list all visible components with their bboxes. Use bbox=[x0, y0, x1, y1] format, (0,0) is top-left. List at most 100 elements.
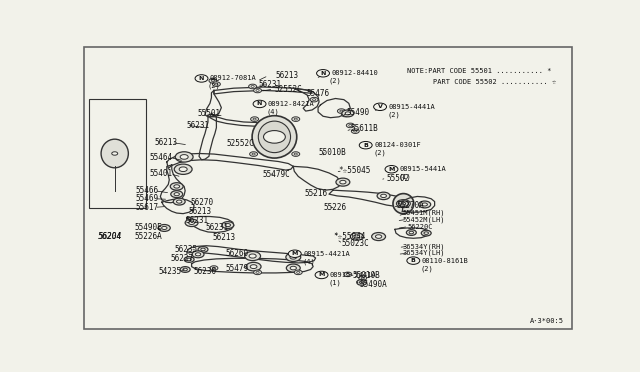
Circle shape bbox=[315, 271, 328, 279]
Text: 55023C: 55023C bbox=[342, 239, 370, 248]
Text: 56213: 56213 bbox=[213, 232, 236, 242]
Circle shape bbox=[251, 117, 259, 121]
Text: *☆55044: *☆55044 bbox=[333, 232, 365, 241]
Circle shape bbox=[340, 180, 346, 184]
Text: 55479: 55479 bbox=[226, 264, 249, 273]
Ellipse shape bbox=[259, 121, 291, 153]
Circle shape bbox=[361, 277, 364, 279]
Text: 55226: 55226 bbox=[323, 203, 346, 212]
Circle shape bbox=[372, 232, 385, 241]
Circle shape bbox=[342, 110, 354, 117]
Text: PART CODE 55502 ........... ☆: PART CODE 55502 ........... ☆ bbox=[416, 79, 557, 85]
Text: 56231: 56231 bbox=[186, 216, 209, 225]
Text: 55611B: 55611B bbox=[351, 124, 379, 133]
Circle shape bbox=[406, 230, 416, 235]
Text: 55216: 55216 bbox=[305, 189, 328, 198]
Polygon shape bbox=[161, 165, 185, 203]
Text: V: V bbox=[378, 104, 383, 109]
Circle shape bbox=[381, 194, 387, 198]
Circle shape bbox=[345, 112, 351, 115]
Text: 56235: 56235 bbox=[174, 245, 197, 254]
Text: (1): (1) bbox=[329, 279, 342, 286]
Circle shape bbox=[198, 247, 208, 252]
Text: NOTE:PART CODE 55501 ........... *: NOTE:PART CODE 55501 ........... * bbox=[408, 68, 552, 74]
Text: 55010B: 55010B bbox=[319, 148, 346, 157]
Circle shape bbox=[249, 254, 256, 258]
Text: (1): (1) bbox=[399, 174, 412, 180]
Bar bbox=[89, 99, 146, 208]
Text: 55451M(RH): 55451M(RH) bbox=[403, 210, 445, 216]
Polygon shape bbox=[187, 246, 316, 263]
Circle shape bbox=[359, 276, 367, 280]
Text: 56213: 56213 bbox=[154, 138, 177, 147]
Text: (4): (4) bbox=[302, 258, 315, 265]
Text: 55502: 55502 bbox=[386, 174, 409, 183]
Polygon shape bbox=[395, 228, 428, 238]
Text: 08915-5441A: 08915-5441A bbox=[400, 166, 447, 172]
Text: 55452M(LH): 55452M(LH) bbox=[403, 216, 445, 222]
Circle shape bbox=[256, 90, 259, 92]
Text: N: N bbox=[199, 76, 204, 81]
Text: 55464: 55464 bbox=[150, 153, 173, 162]
Text: 36534Y(LH): 36534Y(LH) bbox=[403, 250, 445, 256]
Text: 55476: 55476 bbox=[306, 89, 330, 98]
Circle shape bbox=[346, 273, 349, 275]
Ellipse shape bbox=[101, 139, 129, 168]
Circle shape bbox=[409, 231, 413, 234]
Circle shape bbox=[162, 227, 167, 230]
Circle shape bbox=[253, 88, 262, 93]
Circle shape bbox=[422, 203, 428, 206]
Circle shape bbox=[294, 153, 298, 155]
Circle shape bbox=[184, 257, 194, 262]
Text: 08124-0301F: 08124-0301F bbox=[374, 142, 421, 148]
Circle shape bbox=[286, 264, 300, 272]
Circle shape bbox=[401, 202, 406, 205]
Circle shape bbox=[419, 201, 431, 208]
Circle shape bbox=[187, 258, 191, 261]
Circle shape bbox=[341, 112, 349, 117]
Text: 56227: 56227 bbox=[171, 254, 194, 263]
Text: 08912-7081A: 08912-7081A bbox=[210, 76, 257, 81]
Circle shape bbox=[340, 110, 343, 112]
Text: N: N bbox=[321, 71, 326, 76]
Circle shape bbox=[310, 97, 318, 102]
Ellipse shape bbox=[112, 152, 118, 155]
Text: 56204: 56204 bbox=[97, 232, 122, 241]
Polygon shape bbox=[167, 154, 293, 170]
Circle shape bbox=[336, 178, 350, 186]
Text: 56230: 56230 bbox=[193, 267, 216, 276]
Polygon shape bbox=[205, 90, 221, 117]
Circle shape bbox=[337, 109, 346, 113]
Circle shape bbox=[253, 118, 256, 120]
Text: 55490A: 55490A bbox=[359, 280, 387, 289]
Circle shape bbox=[374, 103, 387, 110]
Polygon shape bbox=[162, 199, 194, 214]
Text: (2): (2) bbox=[208, 83, 221, 89]
Circle shape bbox=[212, 267, 216, 269]
Text: (4): (4) bbox=[266, 108, 279, 115]
Circle shape bbox=[253, 100, 266, 108]
Circle shape bbox=[399, 201, 408, 206]
Polygon shape bbox=[199, 117, 216, 160]
Circle shape bbox=[354, 235, 360, 238]
Circle shape bbox=[290, 255, 296, 259]
Ellipse shape bbox=[393, 193, 414, 214]
Circle shape bbox=[215, 83, 218, 85]
Text: 52552C: 52552C bbox=[275, 84, 303, 93]
Text: M: M bbox=[388, 167, 395, 172]
Circle shape bbox=[344, 272, 352, 277]
Circle shape bbox=[351, 129, 359, 134]
Circle shape bbox=[174, 164, 192, 174]
Text: 56231: 56231 bbox=[187, 121, 210, 130]
Text: 08912-8421A: 08912-8421A bbox=[268, 101, 315, 107]
Text: 55469: 55469 bbox=[136, 194, 159, 203]
Circle shape bbox=[180, 155, 188, 159]
Text: N: N bbox=[257, 102, 262, 106]
Circle shape bbox=[385, 166, 398, 173]
Text: A·3*00:5: A·3*00:5 bbox=[529, 318, 564, 324]
Circle shape bbox=[289, 250, 301, 257]
Text: B: B bbox=[364, 143, 368, 148]
Text: 55490: 55490 bbox=[347, 108, 370, 117]
Circle shape bbox=[256, 272, 259, 273]
Circle shape bbox=[171, 191, 182, 198]
